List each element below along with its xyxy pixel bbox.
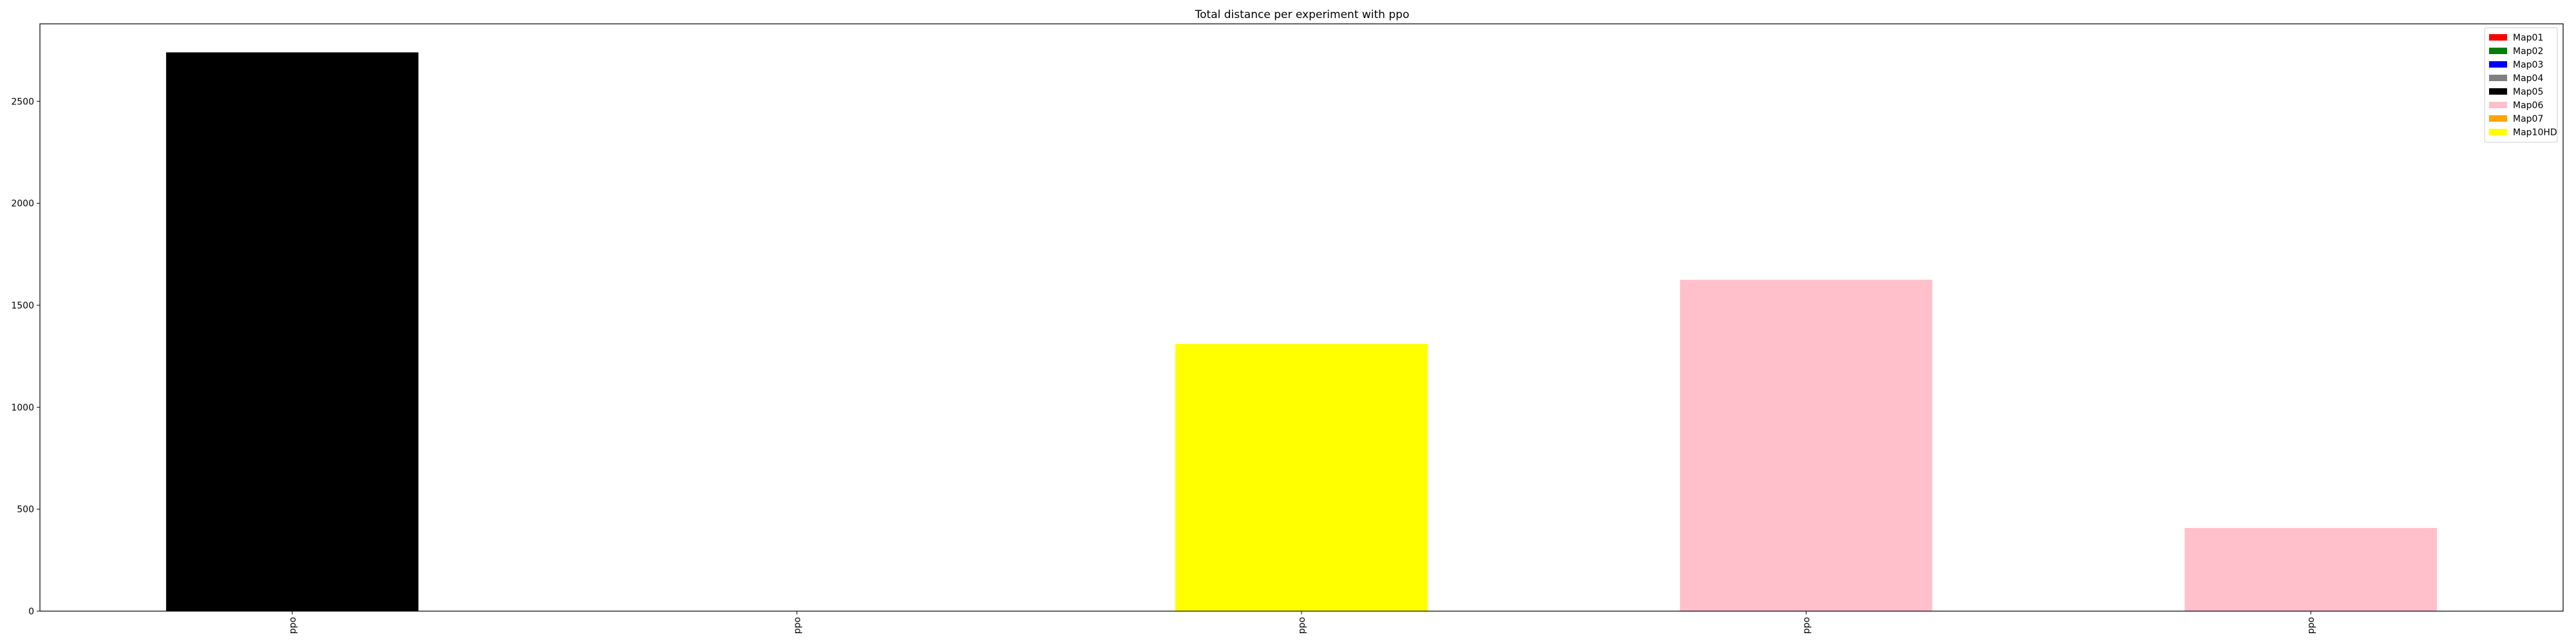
legend: Map01 Map02 Map03 Map04 Map05 Map06 Map07 Map10…: [2484, 27, 2558, 143]
plot-frame: [39, 23, 2564, 612]
x-axis-ticks: ppo ppo ppo ppo ppo: [288, 611, 2316, 634]
y-axis-ticks: 0 500 1000 1500 2000 2500: [11, 97, 40, 617]
y-tick-label-2: 1000: [11, 402, 34, 413]
y-tick-label-1: 500: [17, 505, 34, 515]
x-tick-label-2: ppo: [1297, 617, 1307, 634]
legend-label-1: Map02: [2513, 46, 2543, 57]
y-tick-label-4: 2000: [11, 199, 34, 209]
y-tick-label-3: 1500: [11, 301, 34, 311]
bar-0: [166, 52, 419, 612]
legend-swatch-1: [2489, 48, 2507, 54]
chart-title: Total distance per experiment with ppo: [1195, 8, 1410, 21]
legend-swatch-2: [2489, 61, 2507, 68]
legend-swatch-7: [2489, 129, 2507, 135]
y-tick-label-5: 2500: [11, 97, 34, 107]
bar-2: [1175, 344, 1428, 611]
x-tick-label-1: ppo: [792, 617, 802, 634]
legend-label-5: Map06: [2513, 100, 2543, 111]
legend-swatch-0: [2489, 34, 2507, 41]
y-tick-label-0: 0: [28, 607, 34, 617]
bars-group: [166, 52, 2438, 612]
x-tick-label-3: ppo: [1802, 617, 1812, 634]
legend-label-3: Map04: [2513, 73, 2543, 84]
legend-swatch-4: [2489, 88, 2507, 95]
legend-swatch-5: [2489, 102, 2507, 108]
legend-label-4: Map05: [2513, 87, 2543, 97]
legend-label-6: Map07: [2513, 114, 2543, 124]
bar-4: [2184, 527, 2438, 611]
legend-label-0: Map01: [2513, 33, 2543, 43]
legend-swatch-3: [2489, 75, 2507, 81]
legend-box: [2484, 27, 2558, 143]
legend-label-7: Map10HD: [2513, 128, 2557, 138]
legend-swatch-6: [2489, 115, 2507, 122]
legend-label-2: Map03: [2513, 60, 2543, 70]
x-tick-label-0: ppo: [288, 617, 298, 634]
x-tick-label-4: ppo: [2306, 617, 2316, 634]
bar-3: [1680, 279, 1933, 612]
